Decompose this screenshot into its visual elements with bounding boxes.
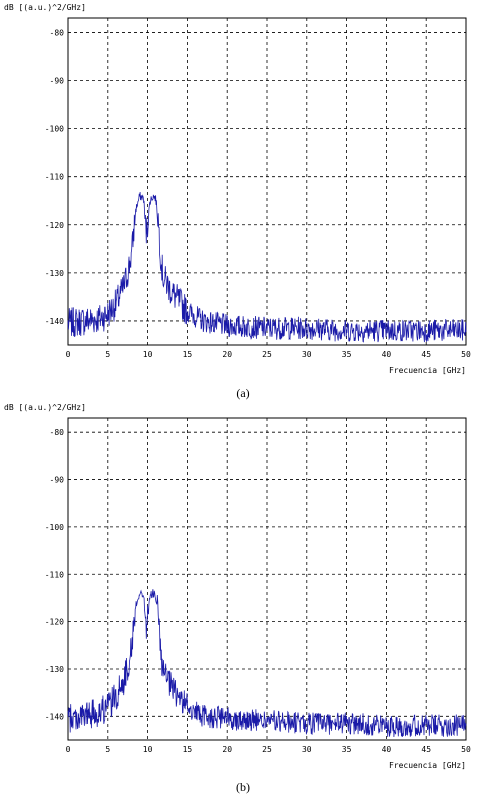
x-tick-label: 5 [105,350,110,359]
x-tick-label: 30 [302,745,312,754]
x-tick-label: 0 [66,350,71,359]
x-tick-label: 20 [222,350,232,359]
x-tick-label: 10 [143,745,153,754]
x-tick-label: 25 [262,350,272,359]
y-tick-label: -130 [45,269,64,278]
y-tick-label: -100 [45,523,64,532]
x-tick-label: 40 [382,350,392,359]
y-tick-label: -80 [50,428,65,437]
y-tick-label: -110 [45,173,64,182]
caption-a: (a) [236,386,250,400]
y-tick-label: -90 [50,77,65,86]
y-tick-label: -140 [45,317,64,326]
y-axis-label: dB [(a.u.)^2/GHz] [4,403,86,412]
plot-area [67,417,467,741]
x-tick-label: 45 [421,350,431,359]
chart-panel-a: dB [(a.u.)^2/GHz] -80 -90 -100 -110 -120 -130 -… [0,0,486,380]
x-tick-label: 15 [183,350,193,359]
spectrum-series-line [67,191,467,343]
x-axis-label: Frecuencia [GHz] [389,366,466,375]
y-tick-label: -120 [45,618,64,627]
y-tick-label: -110 [45,570,64,579]
x-tick-label: 45 [421,745,431,754]
y-tick-label: -130 [45,665,64,674]
x-tick-label: 50 [461,350,471,359]
x-tick-label: 40 [382,745,392,754]
chart-panel-b: dB [(a.u.)^2/GHz] -80 -90 -100 -110 -120 -130 -… [0,400,486,775]
x-tick-label: 10 [143,350,153,359]
caption-b: (b) [236,780,250,794]
x-tick-label: 25 [262,745,272,754]
spectrum-chart-b: dB [(a.u.)^2/GHz] -80 -90 -100 -110 -120 -130 -… [4,403,471,770]
spectrum-series-line [67,589,467,738]
x-tick-label: 50 [461,745,471,754]
y-tick-label: -120 [45,221,64,230]
x-tick-label: 0 [66,745,71,754]
x-tick-label: 35 [342,745,352,754]
x-axis-label: Frecuencia [GHz] [389,761,466,770]
y-tick-label: -140 [45,712,64,721]
x-tick-label: 15 [183,745,193,754]
y-axis-label: dB [(a.u.)^2/GHz] [4,3,86,12]
x-tick-label: 30 [302,350,312,359]
x-tick-label: 35 [342,350,352,359]
y-tick-label: -90 [50,476,65,485]
spectrum-chart-a: dB [(a.u.)^2/GHz] -80 -90 -100 -110 -120 -130 -… [4,3,471,375]
y-tick-label: -80 [50,28,65,37]
x-tick-label: 20 [222,745,232,754]
y-tick-label: -100 [45,125,64,134]
x-tick-label: 5 [105,745,110,754]
